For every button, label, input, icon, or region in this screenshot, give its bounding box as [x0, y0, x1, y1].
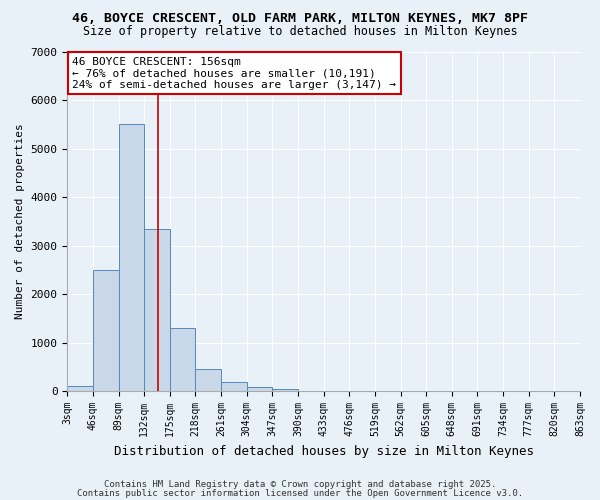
Bar	[67, 386, 93, 391]
Bar	[196, 370, 221, 391]
Bar	[93, 270, 119, 391]
Bar	[221, 382, 247, 391]
Bar	[272, 389, 298, 391]
Text: 46 BOYCE CRESCENT: 156sqm
← 76% of detached houses are smaller (10,191)
24% of s: 46 BOYCE CRESCENT: 156sqm ← 76% of detac…	[73, 56, 397, 90]
Text: Contains public sector information licensed under the Open Government Licence v3: Contains public sector information licen…	[77, 489, 523, 498]
Y-axis label: Number of detached properties: Number of detached properties	[15, 124, 25, 319]
Bar	[144, 228, 170, 391]
Bar	[247, 387, 272, 391]
Text: 46, BOYCE CRESCENT, OLD FARM PARK, MILTON KEYNES, MK7 8PF: 46, BOYCE CRESCENT, OLD FARM PARK, MILTO…	[72, 12, 528, 26]
Text: Size of property relative to detached houses in Milton Keynes: Size of property relative to detached ho…	[83, 25, 517, 38]
Bar	[119, 124, 144, 391]
X-axis label: Distribution of detached houses by size in Milton Keynes: Distribution of detached houses by size …	[113, 444, 533, 458]
Bar	[170, 328, 196, 391]
Text: Contains HM Land Registry data © Crown copyright and database right 2025.: Contains HM Land Registry data © Crown c…	[104, 480, 496, 489]
